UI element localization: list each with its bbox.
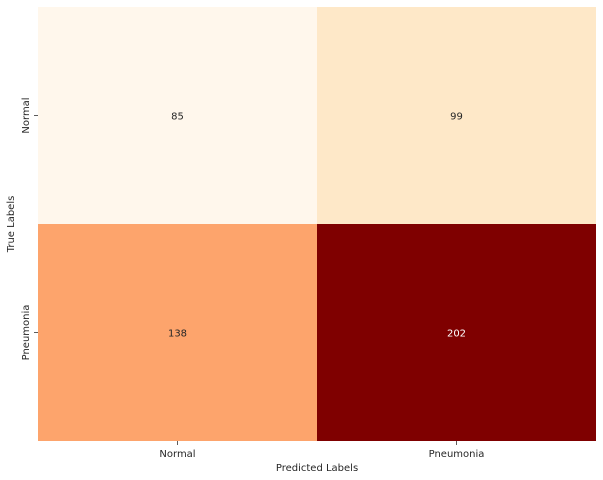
cell-value-label: 202 xyxy=(447,329,466,340)
cell-value-label: 138 xyxy=(168,329,187,340)
x-tick-label: Pneumonia xyxy=(429,449,485,460)
heatmap-cell xyxy=(317,224,596,441)
heatmap-cell xyxy=(38,224,317,441)
y-axis-label: True Labels xyxy=(6,196,17,254)
x-tick-label: Normal xyxy=(159,449,195,460)
x-axis-label: Predicted Labels xyxy=(276,463,358,474)
y-tick-label: Normal xyxy=(21,97,32,133)
cell-value-label: 85 xyxy=(171,112,184,123)
cell-value-label: 99 xyxy=(450,112,463,123)
cell-annotations: 85 99 138 202 xyxy=(168,112,466,340)
heatmap-cells xyxy=(38,7,596,441)
heatmap-cell xyxy=(38,7,317,224)
x-axis-ticks: Normal Pneumonia xyxy=(159,441,484,460)
y-tick-label: Pneumonia xyxy=(21,305,32,361)
heatmap-cell xyxy=(317,7,596,224)
y-axis-ticks: Normal Pneumonia xyxy=(21,97,38,360)
